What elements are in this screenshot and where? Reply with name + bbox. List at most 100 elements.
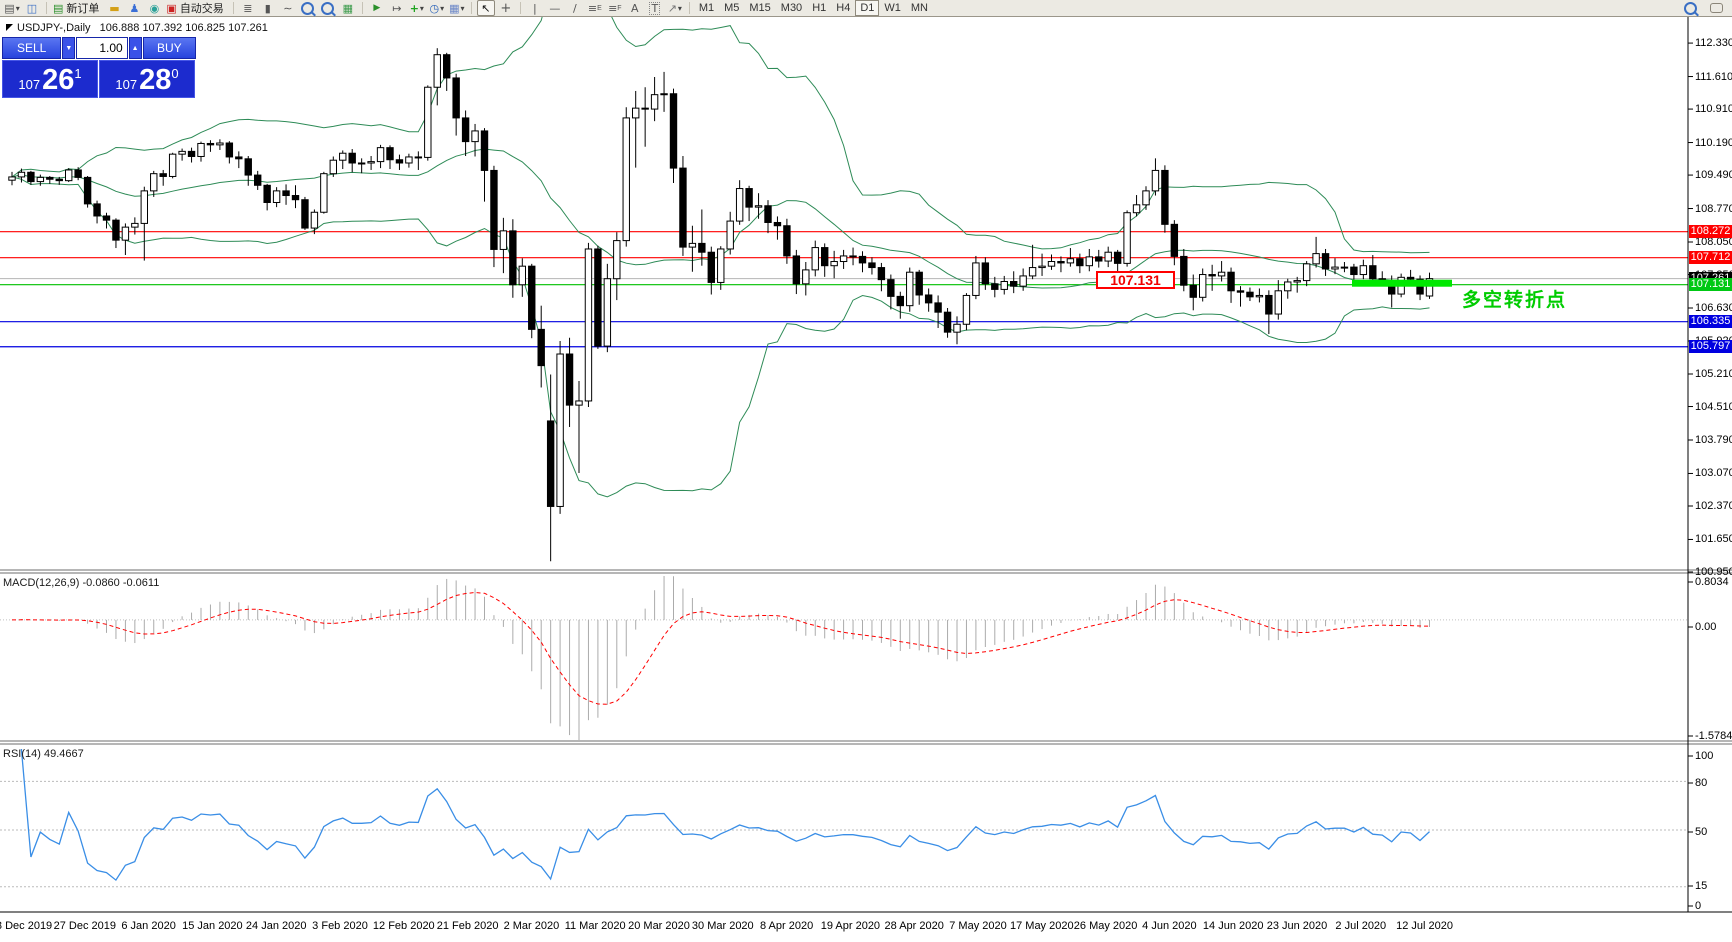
- toolbar-separator: [519, 2, 521, 14]
- arrows-icon: ↗: [667, 1, 677, 15]
- x-axis-label: 3 Feb 2020: [312, 920, 368, 932]
- candlestick-button[interactable]: ▮: [259, 0, 277, 16]
- sell-price-point: 1: [74, 66, 82, 81]
- tab-timeframe-w1[interactable]: W1: [884, 2, 901, 14]
- zoom-in-button[interactable]: [299, 0, 317, 16]
- tab-timeframe-m30[interactable]: M30: [780, 2, 803, 14]
- macd-axis-tick: 0.00: [1695, 621, 1717, 633]
- tab-timeframe-h1[interactable]: H1: [812, 2, 827, 14]
- rsi-name: RSI(14): [3, 748, 41, 760]
- search-button[interactable]: [1681, 0, 1699, 16]
- sell-price-button[interactable]: 107 26 1: [2, 60, 98, 98]
- x-axis-label: 12 Feb 2020: [372, 920, 435, 932]
- price-badge-level: 108.272: [1689, 225, 1732, 239]
- x-axis-label: 18 Dec 2019: [0, 920, 53, 932]
- y-axis-tick: 108.770: [1695, 202, 1732, 215]
- new-chart-button[interactable]: ▤ ▾: [3, 0, 21, 16]
- tab-timeframe-m1[interactable]: M1: [698, 2, 715, 14]
- clock-icon: ◷: [429, 1, 440, 15]
- bar-chart-button[interactable]: ≣: [239, 0, 257, 16]
- collapse-triangle-icon: [6, 24, 13, 31]
- tab-timeframe-m15[interactable]: M15: [749, 2, 771, 14]
- template-icon: ▦: [449, 1, 460, 15]
- market-watch-button[interactable]: ▬: [105, 0, 123, 16]
- buy-price-button[interactable]: 107 28 0: [99, 60, 195, 98]
- y-axis-tick: 100.950: [1695, 565, 1732, 578]
- buy-button[interactable]: BUY: [142, 37, 196, 59]
- chevron-down-icon: ▾: [440, 3, 445, 13]
- key-level-callout[interactable]: 107.131: [1096, 271, 1175, 289]
- candlestick-icon: ▮: [264, 1, 271, 15]
- toolbar-separator: [688, 2, 690, 14]
- line-chart-icon: ∼: [283, 1, 293, 15]
- price-badge-level: 107.131: [1689, 278, 1732, 292]
- zoom-out-icon: [321, 1, 335, 15]
- line-chart-button[interactable]: ∼: [279, 0, 297, 16]
- horizontal-line-button[interactable]: —: [546, 0, 564, 16]
- arrows-tool-button[interactable]: ↗ ▾: [666, 0, 684, 16]
- x-axis-label: 21 Feb 2020: [436, 920, 499, 932]
- x-axis-label: 28 Apr 2020: [884, 920, 944, 932]
- ohlc-values: 106.888 107.392 106.825 107.261: [99, 22, 268, 34]
- new-order-button[interactable]: ▤ 新订单: [52, 0, 103, 16]
- macd-axis-tick: 0.8034: [1695, 576, 1729, 588]
- lot-increase-button[interactable]: ▲: [128, 37, 142, 59]
- text-tool-button[interactable]: A: [626, 0, 644, 16]
- cursor-button[interactable]: ↖: [476, 0, 495, 16]
- price-badge-level: 107.712: [1689, 251, 1732, 265]
- timeframe-group: M1 M5 M15 M30 H1 H4 D1 W1 MN: [694, 0, 933, 16]
- y-axis-tick: 109.490: [1695, 169, 1732, 182]
- y-axis-tick: 102.370: [1695, 499, 1732, 512]
- autotrading-button[interactable]: ▣ 自动交易: [165, 0, 227, 16]
- rsi-axis-tick: 0: [1695, 900, 1702, 912]
- sell-button[interactable]: SELL: [2, 37, 62, 59]
- signals-button[interactable]: ◉: [145, 0, 163, 16]
- fibonacci-button[interactable]: ≡ F: [606, 0, 624, 16]
- zoom-out-button[interactable]: [319, 0, 337, 16]
- equidistant-channel-icon: ≡: [587, 1, 598, 15]
- rsi-label: RSI(14) 49.4667: [3, 748, 84, 760]
- text-icon: A: [631, 1, 639, 15]
- macd-label: MACD(12,26,9) -0.0860 -0.0611: [3, 577, 159, 589]
- chart-title: USDJPY-,Daily 106.888 107.392 106.825 10…: [6, 22, 268, 34]
- x-axis-label: 12 Jul 2020: [1396, 920, 1454, 932]
- x-axis-label: 4 Jun 2020: [1142, 920, 1197, 932]
- tab-timeframe-mn[interactable]: MN: [910, 2, 928, 14]
- sell-price-pips: 26: [42, 64, 75, 96]
- tile-windows-button[interactable]: ▦: [339, 0, 357, 16]
- text-label-button[interactable]: T: [646, 0, 664, 16]
- toolbar-separator: [470, 2, 472, 14]
- toolbar-separator: [232, 2, 234, 14]
- crosshair-button[interactable]: +: [497, 0, 515, 16]
- chat-button[interactable]: [1707, 0, 1725, 16]
- expert-advisors-button[interactable]: ♟: [125, 0, 143, 16]
- rsi-axis-tick: 15: [1695, 880, 1708, 892]
- rsi-axis-tick: 50: [1695, 826, 1708, 838]
- tab-timeframe-h4[interactable]: H4: [836, 2, 851, 14]
- x-axis-label: 14 Jun 2020: [1202, 920, 1264, 932]
- lot-decrease-button[interactable]: ▼: [62, 37, 76, 59]
- main-toolbar: ▤ ▾ ◫ ▤ 新订单 ▬ ♟ ◉ ▣ 自动交易 ≣ ▮ ∼ ▦ ▶ ↦ + ▾ ◷…: [0, 0, 1732, 17]
- chart-shift-button[interactable]: ↦: [388, 0, 406, 16]
- vertical-line-button[interactable]: |: [526, 0, 544, 16]
- lot-size-input[interactable]: 1.00: [76, 37, 128, 59]
- indicators-button[interactable]: + ▾: [408, 0, 426, 16]
- tab-timeframe-d1[interactable]: D1: [855, 0, 880, 16]
- chinese-annotation[interactable]: 多空转折点: [1462, 289, 1568, 311]
- x-axis-label: 26 May 2020: [1073, 920, 1138, 932]
- tab-timeframe-m5[interactable]: M5: [724, 2, 740, 14]
- trendline-button[interactable]: /: [566, 0, 584, 16]
- periods-button[interactable]: ◷ ▾: [428, 0, 446, 16]
- x-axis-label: 7 May 2020: [949, 920, 1007, 932]
- y-axis-tick: 110.910: [1695, 103, 1732, 116]
- vertical-line-icon: |: [532, 1, 537, 15]
- toolbar-separator: [361, 2, 363, 14]
- auto-scroll-button[interactable]: ▶: [368, 0, 386, 16]
- x-axis-label: 8 Apr 2020: [759, 920, 814, 932]
- profiles-button[interactable]: ◫: [23, 0, 41, 16]
- templates-button[interactable]: ▦ ▾: [448, 0, 466, 16]
- rsi-axis-tick: 100: [1695, 750, 1714, 762]
- channel-button[interactable]: ≡ E: [586, 0, 604, 16]
- price-badge-level: 105.797: [1689, 340, 1732, 354]
